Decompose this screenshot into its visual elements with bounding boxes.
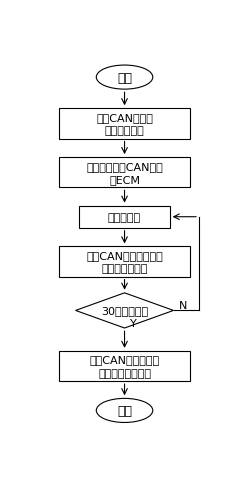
Text: 发送CAN报文熄灭手
动再生键盘指示灯: 发送CAN报文熄灭手 动再生键盘指示灯 — [89, 355, 160, 378]
Text: 启动定时器: 启动定时器 — [108, 212, 141, 222]
Bar — [59, 109, 191, 139]
Bar — [59, 351, 191, 382]
Bar — [59, 247, 191, 277]
Text: N: N — [179, 300, 187, 310]
Bar — [79, 206, 170, 228]
Text: 结束: 结束 — [117, 404, 132, 417]
Text: 结束: 结束 — [117, 72, 132, 84]
Text: 发送CAN报文点亮手动
再生键盘指示灯: 发送CAN报文点亮手动 再生键盘指示灯 — [86, 251, 163, 274]
Text: 发送手动再生CAN报文
至ECM: 发送手动再生CAN报文 至ECM — [86, 161, 163, 184]
Text: 接收CAN报文，
监测按键情况: 接收CAN报文， 监测按键情况 — [96, 112, 153, 136]
Text: Y: Y — [130, 318, 136, 328]
Bar — [59, 158, 191, 188]
Text: 30秒定时到？: 30秒定时到？ — [101, 306, 148, 316]
